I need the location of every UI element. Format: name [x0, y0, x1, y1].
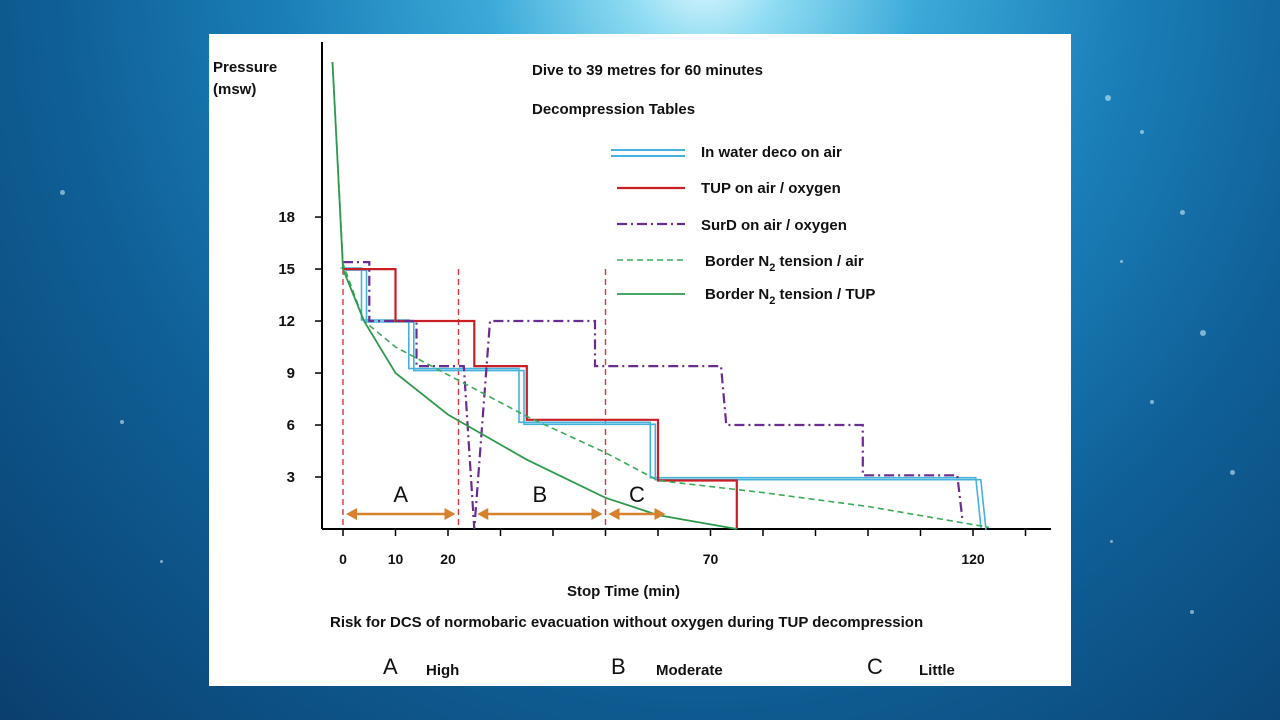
- series-lines: [331, 61, 989, 531]
- axes: [321, 42, 1051, 530]
- risk-legend: A High B Moderate C Little: [383, 654, 955, 679]
- x-tick-label: 20: [440, 551, 456, 567]
- x-ticks: 0 10 20 70 120: [339, 529, 1027, 567]
- y-axis-label-line1: Pressure: [213, 59, 277, 76]
- y-tick-label: 18: [278, 209, 295, 226]
- x-tick-label: 10: [388, 551, 404, 567]
- x-tick-label: 0: [339, 551, 347, 567]
- risk-arrow-head-left: [477, 508, 489, 520]
- risk-zone-label: B: [533, 482, 548, 507]
- series-tup-line: [343, 268, 738, 529]
- legend-border-air-rest: tension / air: [775, 253, 864, 270]
- risk-text-b: Moderate: [656, 662, 723, 679]
- risk-divider-lines: [342, 269, 607, 529]
- y-tick-label: 3: [287, 469, 295, 486]
- y-tick-label: 9: [287, 365, 295, 382]
- legend-label-tup: TUP on air / oxygen: [701, 180, 841, 197]
- y-tick-label: 12: [278, 313, 295, 330]
- risk-letter-b: B: [611, 654, 626, 679]
- legend-label-border-tup: Border N2 tension / TUP: [705, 286, 875, 307]
- risk-text-c: Little: [919, 662, 955, 679]
- y-ticks: 3 6 9 12 15 18: [278, 209, 322, 486]
- risk-arrow-head-right: [654, 508, 666, 520]
- risk-letter-a: A: [383, 654, 398, 679]
- chart-title: Dive to 39 metres for 60 minutes: [532, 62, 763, 79]
- legend-border-tup-sub: 2: [769, 295, 775, 307]
- series-in-water-deco-line: [345, 269, 987, 531]
- series-in-water-deco-line: [340, 267, 982, 529]
- risk-arrow-head-right: [444, 508, 456, 520]
- risk-text-a: High: [426, 662, 459, 679]
- x-tick-label: 70: [703, 551, 719, 567]
- risk-arrow-head-left: [608, 508, 620, 520]
- series-border-tup-line: [331, 61, 737, 530]
- x-tick-label: 120: [961, 551, 985, 567]
- y-axis-label-line2: (msw): [213, 81, 256, 98]
- risk-arrow-head-left: [346, 508, 357, 520]
- risk-letter-c: C: [867, 654, 883, 679]
- risk-zone-label: A: [393, 482, 408, 507]
- series-surd-line: [343, 261, 964, 530]
- risk-zone-arrows: A B C: [346, 482, 666, 520]
- chart-subtitle: Decompression Tables: [532, 101, 695, 118]
- legend-label-in-water: In water deco on air: [701, 144, 842, 161]
- risk-footer-title: Risk for DCS of normobaric evacuation wi…: [330, 614, 923, 631]
- risk-zone-label: C: [629, 482, 645, 507]
- legend: In water deco on air TUP on air / oxygen…: [611, 144, 875, 307]
- risk-arrow-head-right: [591, 508, 603, 520]
- legend-border-tup-rest: tension / TUP: [775, 286, 875, 303]
- legend-label-border-air: Border N2 tension / air: [705, 253, 864, 274]
- legend-label-surd: SurD on air / oxygen: [701, 217, 847, 234]
- y-tick-label: 15: [278, 261, 295, 278]
- legend-border-tup-main: Border N: [705, 286, 769, 303]
- legend-border-air-sub: 2: [769, 262, 775, 274]
- x-axis-label: Stop Time (min): [567, 583, 680, 600]
- y-tick-label: 6: [287, 417, 295, 434]
- legend-border-air-main: Border N: [705, 253, 769, 270]
